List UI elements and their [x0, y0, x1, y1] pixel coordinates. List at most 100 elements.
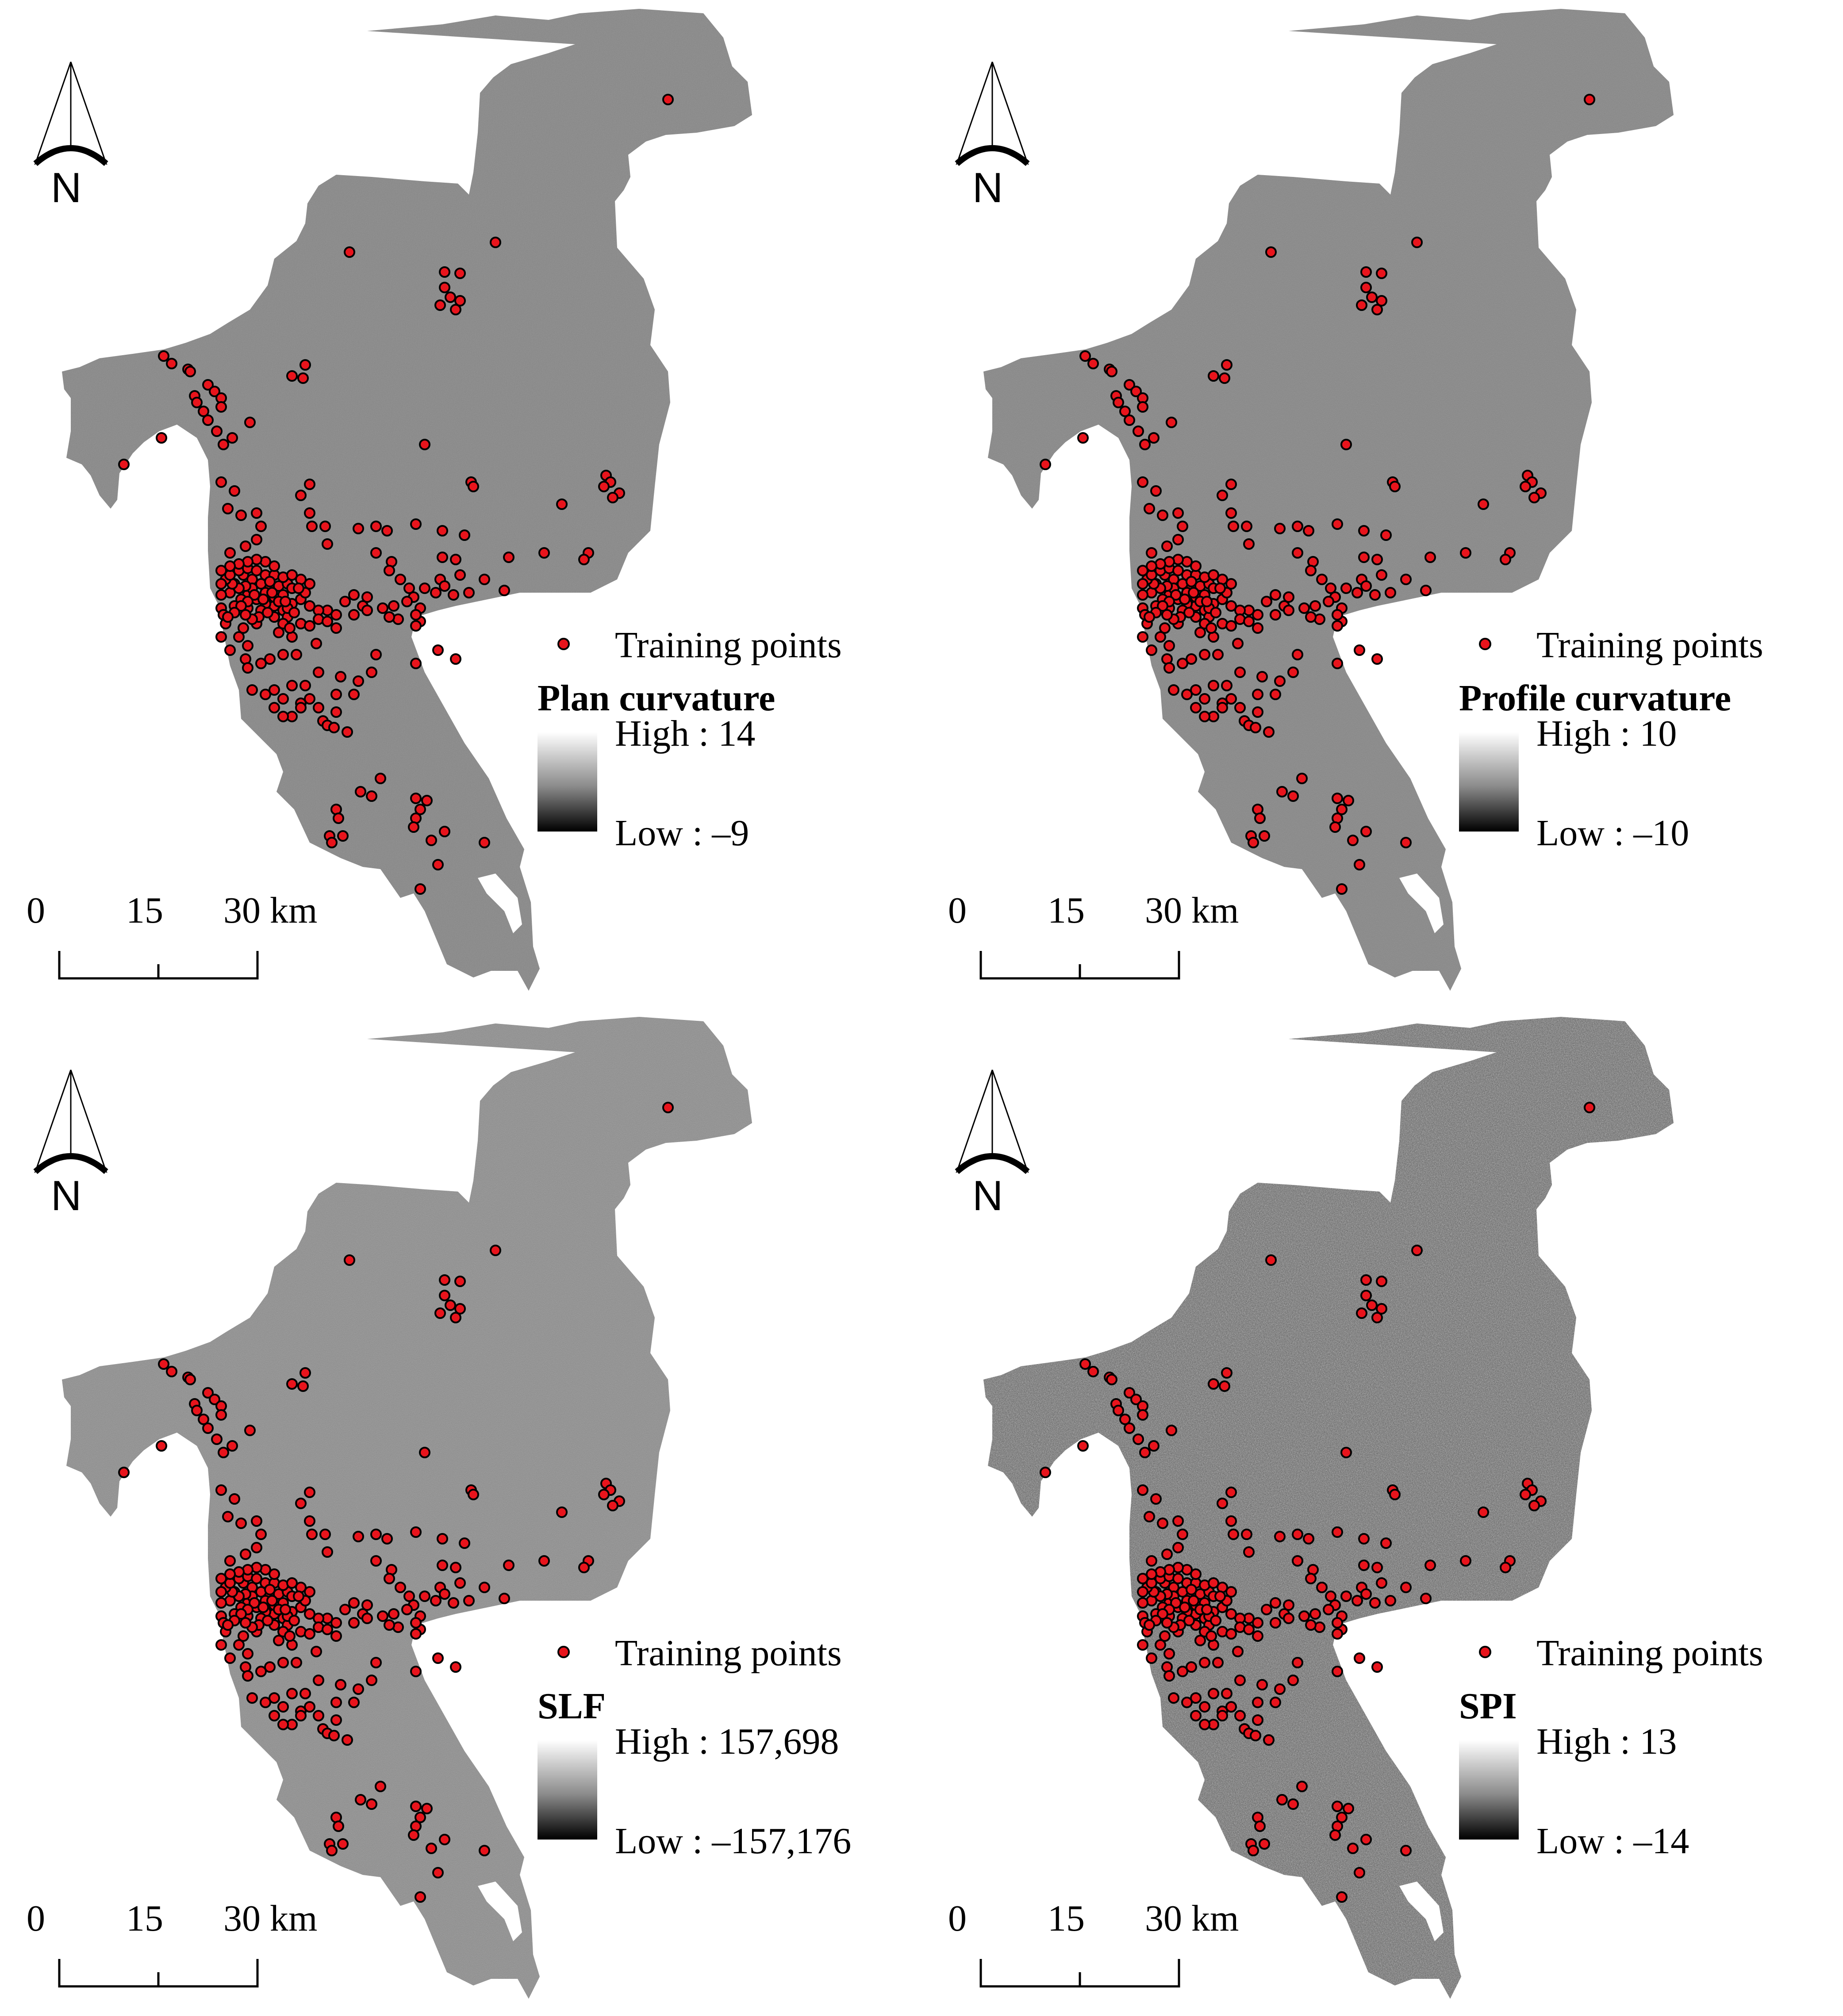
training-point	[1274, 1683, 1286, 1695]
training-point	[439, 282, 450, 293]
scale-bar-line	[58, 951, 259, 980]
training-point	[366, 667, 377, 678]
training-point	[251, 1515, 262, 1527]
training-point	[437, 552, 448, 563]
training-point	[1172, 565, 1184, 576]
training-point	[439, 266, 450, 278]
training-point	[1079, 1358, 1091, 1370]
training-point	[384, 1619, 395, 1631]
training-point	[430, 587, 442, 598]
training-point	[1254, 813, 1266, 824]
training-point	[269, 1692, 280, 1704]
training-point	[499, 1593, 510, 1604]
training-point	[1376, 295, 1387, 307]
training-point	[454, 295, 466, 307]
training-point	[326, 1845, 338, 1856]
training-point	[297, 1380, 309, 1392]
training-point	[415, 883, 426, 895]
training-point	[273, 627, 284, 638]
training-point	[1146, 1555, 1157, 1567]
training-point	[215, 1639, 227, 1651]
training-point	[269, 560, 280, 572]
training-point	[1150, 1493, 1162, 1505]
training-point	[286, 370, 298, 382]
training-point	[353, 1683, 364, 1695]
training-point	[1287, 790, 1299, 802]
training-point	[227, 1440, 238, 1452]
training-point	[269, 1568, 280, 1580]
points-legend-label: Training points	[1536, 625, 1763, 666]
training-point	[1172, 507, 1184, 519]
training-point	[1144, 611, 1155, 623]
training-point	[1232, 638, 1244, 649]
north-label: N	[972, 164, 1003, 211]
training-point	[1252, 1630, 1263, 1642]
training-point	[311, 1646, 322, 1657]
training-point	[1157, 600, 1168, 612]
training-point	[215, 565, 227, 576]
training-point	[215, 1586, 227, 1598]
training-point	[1179, 594, 1190, 605]
training-point	[330, 1697, 342, 1708]
north-label: N	[972, 1172, 1003, 1219]
training-point	[1124, 1422, 1135, 1434]
training-point	[1225, 1628, 1237, 1640]
training-point	[1424, 1560, 1436, 1571]
north-arrow-icon	[27, 57, 115, 221]
points-legend: Training points	[1470, 1632, 1833, 1676]
training-point	[454, 1577, 466, 1589]
training-point	[1376, 1577, 1387, 1589]
training-point	[361, 1613, 373, 1624]
training-point	[1161, 609, 1173, 621]
training-point	[1221, 1688, 1233, 1699]
training-point	[1252, 1714, 1263, 1726]
training-point	[1157, 510, 1168, 521]
training-point	[1199, 1657, 1210, 1668]
training-point	[299, 680, 311, 691]
training-point	[1371, 304, 1383, 315]
training-point	[118, 459, 130, 470]
scale-tick-label: 30 km	[223, 1898, 318, 1939]
training-point	[224, 1555, 236, 1567]
training-point	[1168, 1692, 1179, 1704]
training-point	[1520, 1489, 1531, 1500]
river-island	[1399, 874, 1444, 933]
layer-title: Profile curvature	[1459, 678, 1732, 719]
training-point	[437, 525, 448, 537]
training-point	[1369, 1597, 1381, 1609]
training-point	[1194, 1635, 1206, 1646]
training-point	[1186, 1584, 1197, 1595]
training-point	[1186, 576, 1197, 587]
map-canvas	[983, 1017, 1674, 1999]
training-point	[395, 574, 406, 585]
training-point	[538, 1555, 550, 1567]
training-point	[439, 1274, 450, 1286]
training-point	[439, 1290, 450, 1301]
training-point	[1261, 1604, 1272, 1615]
training-point	[1221, 359, 1233, 371]
training-point	[255, 1529, 267, 1540]
training-point	[319, 521, 331, 532]
training-point	[1079, 350, 1091, 362]
training-point	[490, 237, 501, 248]
training-point	[1309, 600, 1321, 612]
training-point	[304, 1515, 315, 1527]
training-point	[1371, 554, 1383, 565]
training-point	[1243, 538, 1255, 550]
training-point	[1424, 552, 1436, 563]
training-point	[1358, 552, 1370, 563]
training-point	[293, 1591, 304, 1602]
training-point	[401, 596, 413, 607]
training-point	[255, 521, 267, 532]
training-point	[419, 1447, 430, 1458]
training-point	[375, 773, 386, 784]
map-panel-profile-curvature: N Training points Profile curvature High : …	[922, 0, 1843, 1008]
training-point	[348, 589, 360, 601]
training-point	[410, 1666, 422, 1677]
training-point	[262, 607, 273, 618]
training-point	[240, 609, 251, 621]
training-point	[1190, 1568, 1202, 1580]
training-point	[1380, 1537, 1392, 1549]
training-point	[1376, 569, 1387, 581]
training-point	[370, 1529, 382, 1540]
